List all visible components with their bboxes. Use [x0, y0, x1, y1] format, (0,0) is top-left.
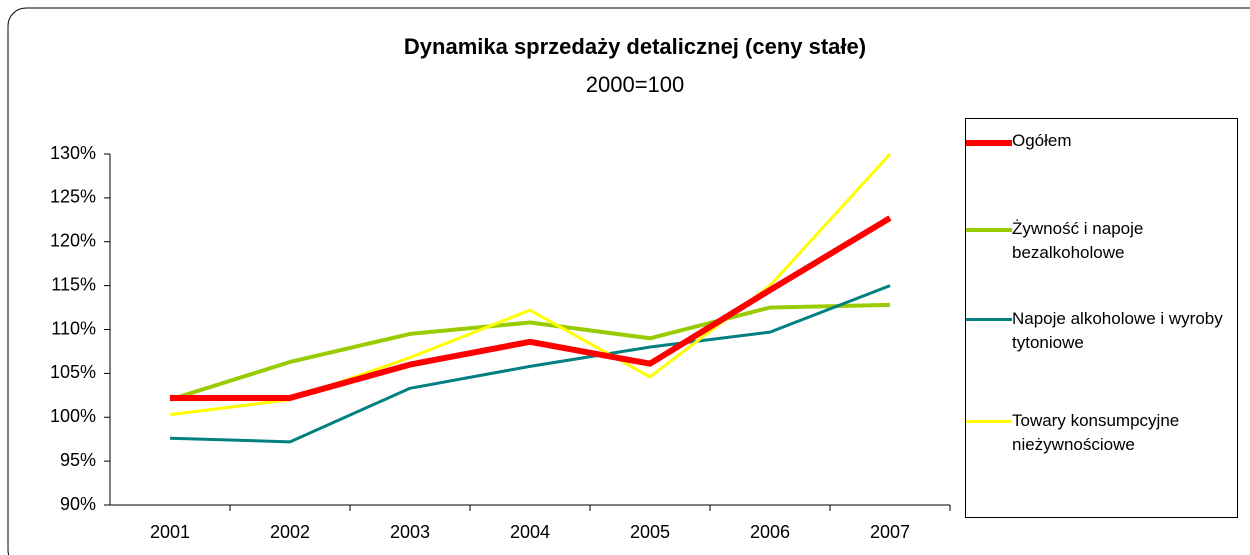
legend-label: Ogółem	[1012, 131, 1072, 150]
series-line	[169, 302, 891, 402]
y-tick-label: 130%	[50, 143, 96, 163]
y-tick-label: 100%	[50, 406, 96, 426]
x-tick-label: 2002	[270, 522, 310, 542]
legend-swatch	[966, 420, 1012, 423]
y-tick-label: 115%	[51, 274, 96, 294]
legend-label: Towary konsumpcyjne nieżywnościowe	[1012, 411, 1180, 454]
chart-title: Dynamika sprzedaży detalicznej (ceny sta…	[404, 34, 866, 59]
x-tick-label: 2004	[510, 522, 550, 542]
y-tick-label: 125%	[50, 187, 96, 207]
x-tick-label: 2007	[870, 522, 910, 542]
legend-entry: Ogółem	[966, 129, 1239, 153]
x-tick-label: 2006	[750, 522, 790, 542]
x-tick-label: 2005	[630, 522, 670, 542]
legend-label: Żywność i napoje bezalkoholowe	[1012, 219, 1144, 262]
series-line	[170, 215, 892, 401]
y-tick-label: 95%	[60, 450, 96, 470]
x-tick-label: 2003	[390, 522, 430, 542]
legend-label: Napoje alkoholowe i wyroby tytoniowe	[1012, 309, 1223, 352]
legend-entry: Żywność i napoje bezalkoholowe	[966, 217, 1239, 265]
chart-border	[7, 7, 1250, 555]
y-tick-label: 90%	[60, 494, 96, 514]
legend-entry: Towary konsumpcyjne nieżywnościowe	[966, 409, 1239, 457]
series-line	[169, 284, 891, 444]
legend: Ogółem Żywność i napoje bezalkoholowe Napo…	[965, 118, 1238, 518]
legend-swatch	[966, 140, 1012, 146]
y-tick-label: 120%	[50, 231, 96, 251]
y-tick-label: 105%	[50, 362, 96, 382]
x-tick-label: 2001	[150, 522, 190, 542]
chart-subtitle: 2000=100	[586, 72, 685, 97]
y-tick-label: 110%	[51, 318, 96, 338]
legend-swatch	[966, 318, 1012, 321]
legend-entry: Napoje alkoholowe i wyroby tytoniowe	[966, 307, 1239, 355]
legend-swatch	[966, 228, 1012, 232]
